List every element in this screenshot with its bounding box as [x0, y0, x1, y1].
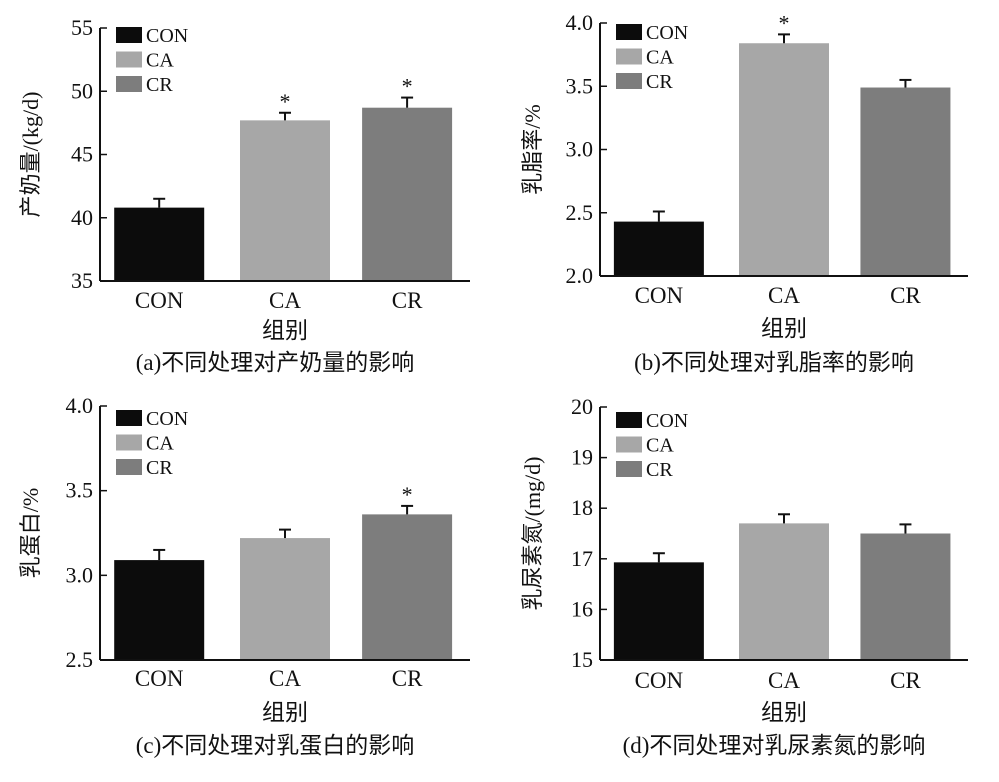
x-tick-label: CA — [269, 666, 301, 691]
legend-label: CON — [146, 408, 188, 430]
y-tick-label: 19 — [571, 445, 593, 470]
legend-label: CON — [646, 410, 688, 432]
significance-label: * — [280, 89, 291, 114]
x-tick-label: CA — [768, 283, 800, 308]
bar-ca — [739, 43, 829, 276]
legend-swatch — [116, 410, 142, 426]
y-tick-label: 17 — [571, 546, 593, 571]
y-tick-label: 35 — [71, 268, 93, 293]
panel-c: CON CA * CR 2.5 3.0 3.5 4.0 乳蛋白/% 组别 (c)不同处理对乳蛋白的影… — [18, 393, 470, 758]
panel-b: CON*CA CR2.02.53.03.54.0乳脂率/%组别(b)不同处理对乳脂… — [520, 10, 968, 375]
panel-d: CON CA CR151617181920乳尿素氮/(mg/d)组别(d)不同处理对… — [520, 394, 968, 758]
panel-caption: (c)不同处理对乳蛋白的影响 — [136, 733, 415, 758]
bar-cr — [860, 87, 951, 276]
x-tick-label: CR — [890, 283, 921, 308]
legend-label: CON — [646, 22, 688, 44]
bar-con — [613, 562, 704, 660]
y-tick-label: 18 — [571, 495, 593, 520]
x-tick-label: CON — [635, 283, 684, 308]
legend-swatch — [616, 48, 642, 65]
legend-swatch — [116, 51, 142, 68]
legend-swatch — [116, 459, 142, 475]
x-axis-label: 组别 — [262, 318, 308, 343]
legend-label: CR — [646, 459, 673, 481]
bar-cr — [860, 533, 951, 660]
legend-label: CA — [646, 435, 674, 457]
y-axis-label: 乳脂率/% — [520, 104, 545, 194]
panel-caption: (b)不同处理对乳脂率的影响 — [634, 350, 914, 375]
legend-swatch — [616, 461, 642, 477]
x-tick-label: CR — [392, 288, 423, 313]
y-tick-label: 2.5 — [566, 200, 594, 225]
y-tick-label: 3.0 — [566, 137, 594, 162]
panel-a: CON * CA * CR 35 40 45 50 55 产奶量/(kg/d) 组别 (a)不同处理对产… — [18, 15, 470, 375]
y-tick-label: 4.0 — [566, 10, 594, 35]
significance-label: * — [402, 74, 413, 99]
y-tick-label: 40 — [71, 205, 93, 230]
legend-swatch — [616, 436, 642, 453]
x-axis-label: 组别 — [761, 316, 807, 341]
legend-label: CA — [646, 47, 674, 69]
bar-con — [613, 221, 704, 276]
y-tick-label: 15 — [571, 647, 593, 672]
x-tick-label: CON — [135, 288, 184, 313]
bar-cr — [362, 514, 453, 660]
significance-label: * — [779, 10, 790, 35]
y-tick-label: 4.0 — [66, 393, 94, 418]
legend-swatch — [116, 27, 142, 43]
bar-con — [114, 560, 205, 660]
panel-caption: (a)不同处理对产奶量的影响 — [136, 350, 415, 375]
y-tick-label: 55 — [71, 15, 93, 40]
x-tick-label: CR — [392, 666, 423, 691]
x-tick-label: CR — [890, 668, 921, 693]
legend-swatch — [616, 73, 642, 89]
y-tick-label: 2.0 — [566, 263, 594, 288]
y-axis-label: 乳蛋白/% — [18, 488, 43, 578]
bar-ca — [240, 538, 330, 660]
y-tick-label: 3.5 — [66, 478, 94, 503]
legend-label: CA — [146, 433, 174, 455]
y-axis-label: 乳尿素氮/(mg/d) — [520, 457, 545, 611]
y-tick-label: 2.5 — [66, 647, 94, 672]
legend-swatch — [616, 24, 642, 40]
panel-caption: (d)不同处理对乳尿素氮的影响 — [623, 733, 926, 758]
significance-label: * — [402, 482, 413, 507]
y-axis-label: 产奶量/(kg/d) — [18, 92, 43, 218]
legend-label: CA — [146, 50, 174, 72]
y-tick-label: 16 — [571, 596, 593, 621]
legend-label: CON — [146, 25, 188, 47]
legend-swatch — [616, 412, 642, 428]
legend-swatch — [116, 434, 142, 451]
x-tick-label: CON — [635, 668, 684, 693]
x-tick-label: CA — [269, 288, 301, 313]
bar-con — [114, 207, 205, 281]
y-tick-label: 45 — [71, 142, 93, 167]
x-axis-label: 组别 — [761, 700, 807, 725]
bar-cr — [362, 107, 453, 281]
legend-label: CR — [146, 457, 173, 479]
bar-ca — [739, 523, 829, 660]
x-tick-label: CA — [768, 668, 800, 693]
x-tick-label: CON — [135, 666, 184, 691]
y-tick-label: 3.5 — [566, 73, 594, 98]
x-axis-label: 组别 — [262, 700, 308, 725]
legend-label: CR — [146, 74, 173, 96]
y-tick-label: 20 — [571, 394, 593, 419]
legend-label: CR — [646, 71, 673, 93]
bar-ca — [240, 120, 330, 281]
y-tick-label: 3.0 — [66, 562, 94, 587]
legend-swatch — [116, 76, 142, 92]
y-tick-label: 50 — [71, 78, 93, 103]
